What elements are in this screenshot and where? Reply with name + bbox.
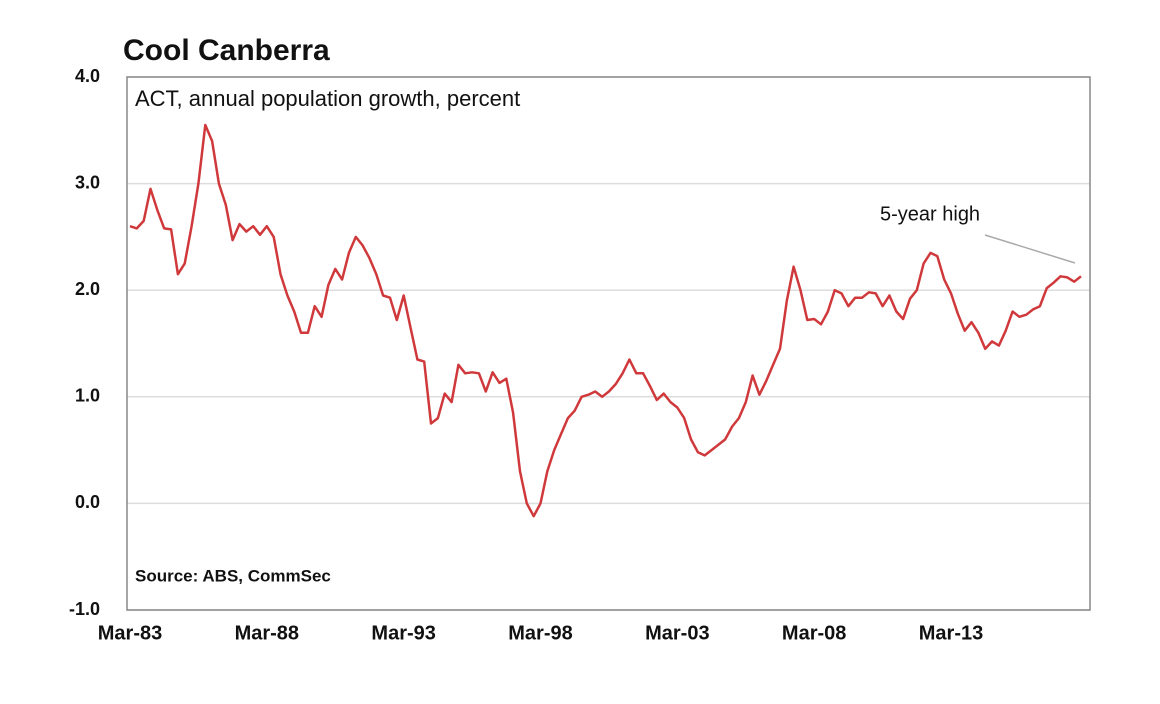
x-tick-label: Mar-03 — [645, 622, 709, 644]
x-tick-label: Mar-13 — [919, 622, 983, 644]
y-tick-label: 4.0 — [75, 66, 100, 86]
data-line — [129, 123, 1082, 518]
subtitle: ACT, annual population growth, percent — [135, 86, 520, 111]
x-tick-label: Mar-98 — [508, 622, 572, 644]
x-tick-label: Mar-88 — [235, 622, 299, 644]
annotation: 5-year high — [880, 203, 980, 225]
plot-frame — [126, 76, 1091, 611]
y-tick-label: 3.0 — [75, 172, 100, 192]
chart-title: Cool Canberra — [123, 34, 330, 67]
y-tick-label: 1.0 — [75, 386, 100, 406]
x-tick-label: Mar-83 — [98, 622, 162, 644]
y-tick-label: -1.0 — [69, 599, 100, 619]
source: Source: ABS, CommSec — [135, 566, 331, 585]
annotation-pointer — [984, 234, 1076, 264]
y-tick-label: 2.0 — [75, 279, 100, 299]
y-tick-label: 0.0 — [75, 492, 100, 512]
x-tick-label: Mar-93 — [371, 622, 435, 644]
x-tick-label: Mar-08 — [782, 622, 846, 644]
